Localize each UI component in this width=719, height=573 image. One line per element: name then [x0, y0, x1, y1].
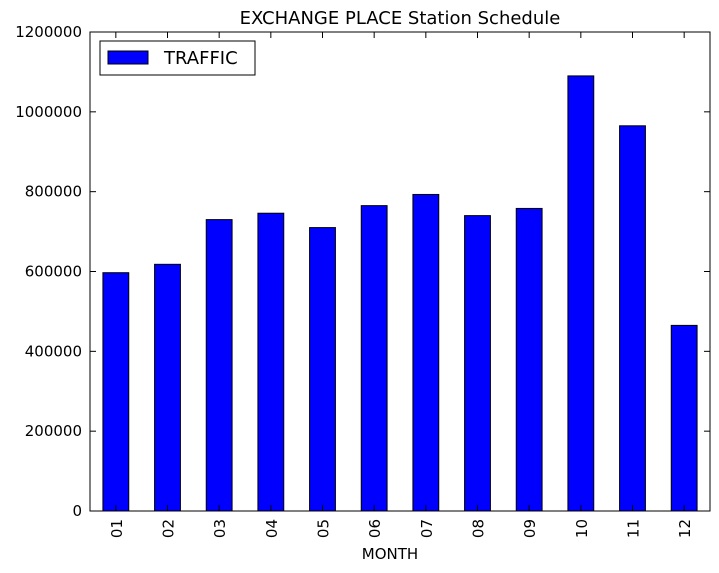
y-axis: 0 200000 400000 600000 800000 1000000 1200000	[15, 23, 710, 520]
bar-01	[102, 272, 130, 512]
y-tick-label: 1200000	[15, 23, 82, 41]
x-tick-label: 07	[418, 519, 436, 538]
x-tick-label: 12	[676, 519, 694, 538]
y-tick-label: 200000	[25, 422, 82, 440]
legend: TRAFFIC	[99, 40, 256, 76]
bar-03	[205, 219, 233, 512]
x-axis: 01 02 03 04 05 06 07 08 09 10 11 12	[108, 32, 694, 538]
x-tick-label: 10	[573, 519, 591, 538]
bar-group	[102, 75, 698, 512]
y-tick-label: 400000	[25, 342, 82, 360]
x-axis-label: MONTH	[362, 545, 418, 563]
x-tick-label: 09	[521, 519, 539, 538]
bar-11	[619, 125, 646, 512]
x-tick-label: 11	[625, 519, 643, 538]
x-tick-label: 04	[263, 519, 281, 538]
legend-label: TRAFFIC	[163, 48, 238, 69]
y-tick-label: 600000	[25, 263, 82, 281]
plot-frame	[89, 31, 711, 512]
x-tick-label: 06	[366, 519, 384, 538]
chart-title: EXCHANGE PLACE Station Schedule	[240, 8, 561, 29]
bar-05	[309, 227, 336, 512]
bar-06	[360, 205, 388, 512]
bar-02	[154, 263, 181, 512]
x-tick-label: 03	[211, 519, 229, 538]
legend-box	[99, 40, 256, 76]
x-tick-label: 02	[160, 519, 178, 538]
bar-07	[412, 193, 440, 512]
bar-08	[464, 215, 491, 512]
y-tick-label: 1000000	[15, 103, 82, 121]
x-tick-label: 08	[470, 519, 488, 538]
bar-10	[567, 75, 595, 512]
bar-12	[670, 324, 698, 512]
y-tick-label: 0	[72, 502, 82, 520]
bar-04	[257, 212, 285, 512]
legend-swatch	[107, 50, 149, 65]
x-tick-label: 01	[108, 519, 126, 538]
y-tick-label: 800000	[25, 183, 82, 201]
x-tick-label: 05	[315, 519, 333, 538]
bar-09	[515, 207, 543, 512]
